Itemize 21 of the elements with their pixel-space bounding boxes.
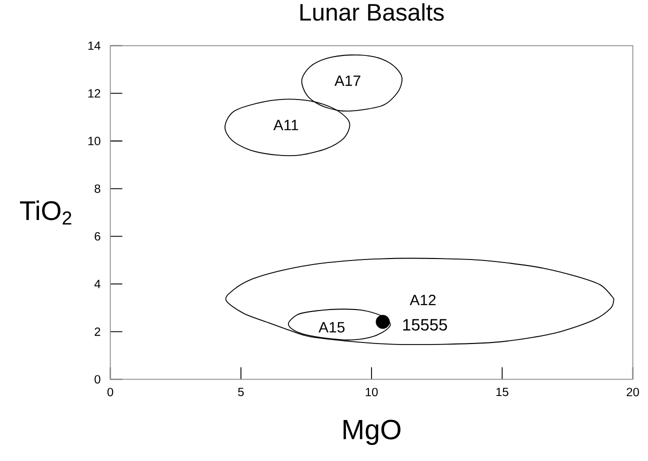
series-label: 15555 xyxy=(403,319,447,331)
y-tick-label: 8 xyxy=(94,184,100,193)
y-tick-label: 6 xyxy=(94,232,100,241)
y-tick-label: 4 xyxy=(94,280,100,288)
x-tick-label: 0 xyxy=(107,388,114,396)
x-axis-title: MgO xyxy=(344,420,400,445)
x-tick-label: 5 xyxy=(238,388,244,396)
y-tick-label: 14 xyxy=(88,42,100,50)
annotation: A15 xyxy=(318,322,345,333)
x-tick-label: 15 xyxy=(496,388,508,396)
x-tick-label: 10 xyxy=(366,388,378,396)
annotation: A11 xyxy=(273,120,298,130)
annotation: A17 xyxy=(334,76,360,86)
y-axis-title: TiO$_{2}$ xyxy=(20,200,72,225)
y-tick-label: 0 xyxy=(94,375,100,384)
y-tick-label: 10 xyxy=(88,136,100,146)
chart-title: Lunar Basalts xyxy=(300,3,444,21)
annotation: A12 xyxy=(410,294,436,306)
x-tick-label: 20 xyxy=(626,388,639,396)
y-tick-label: 12 xyxy=(88,89,100,98)
y-tick-label: 2 xyxy=(94,327,100,336)
